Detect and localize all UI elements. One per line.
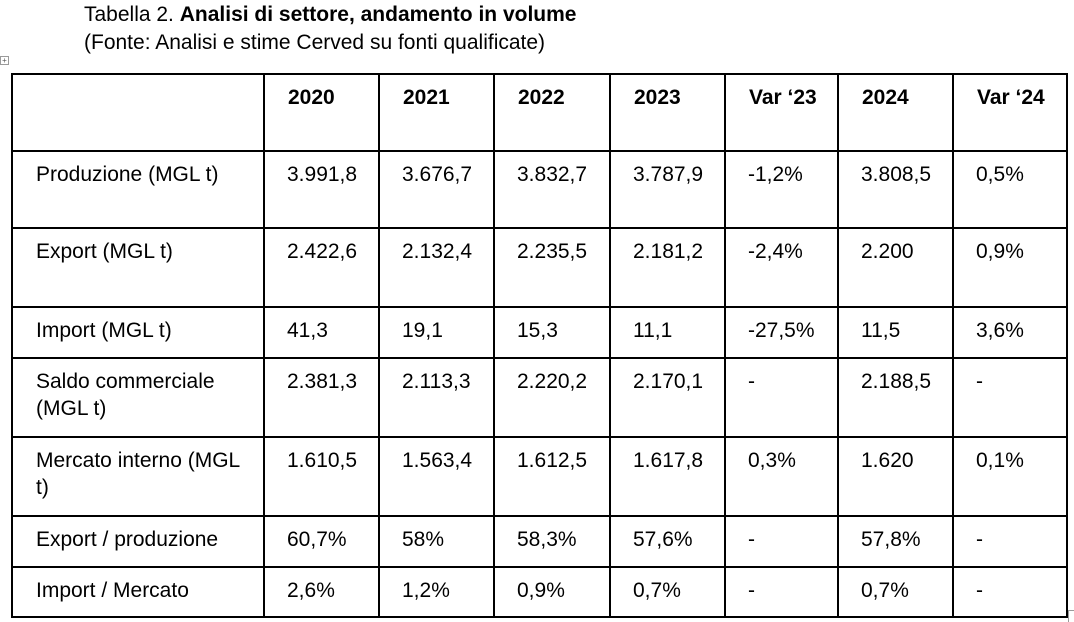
table-cell: 2.220,2	[493, 357, 611, 438]
table-cell: -1,2%	[724, 150, 839, 229]
table-move-handle-icon[interactable]: +	[0, 56, 9, 65]
table-cell: 11,5	[837, 306, 954, 359]
table-cell: -	[724, 566, 839, 618]
caption-prefix: Tabella 2.	[84, 3, 180, 26]
table-cell: 0,3%	[724, 436, 839, 517]
table-cell: 3.832,7	[493, 150, 611, 229]
row-label: Export / produzione	[11, 515, 265, 568]
page-corner-mark	[1068, 610, 1074, 622]
table-cell: -	[952, 515, 1068, 568]
table-cell: 0,7%	[609, 566, 726, 618]
header-cell: 2024	[837, 73, 954, 152]
table-row: Export / produzione 60,7% 58% 58,3% 57,6…	[11, 515, 1068, 568]
header-cell: Var ‘24	[952, 73, 1068, 152]
row-label: Import / Mercato	[11, 566, 265, 618]
table-cell: 60,7%	[263, 515, 380, 568]
caption-title-line: Tabella 2. Analisi di settore, andamento…	[84, 1, 576, 29]
table-cell: 2.381,3	[263, 357, 380, 438]
table-cell: 3,6%	[952, 306, 1068, 359]
header-cell: 2023	[609, 73, 726, 152]
table-cell: 2.113,3	[378, 357, 495, 438]
header-cell: Var ‘23	[724, 73, 839, 152]
table-cell: 1.612,5	[493, 436, 611, 517]
table-cell: 1,2%	[378, 566, 495, 618]
table-cell: 0,5%	[952, 150, 1068, 229]
table-cell: 19,1	[378, 306, 495, 359]
sector-analysis-table: 2020 2021 2022 2023 Var ‘23 2024 Var ‘24…	[11, 73, 1068, 618]
row-label: Saldo commerciale (MGL t)	[11, 357, 265, 438]
table-cell: 3.676,7	[378, 150, 495, 229]
table-cell: 2.188,5	[837, 357, 954, 438]
table-cell: 58,3%	[493, 515, 611, 568]
table-row: Import (MGL t) 41,3 19,1 15,3 11,1 -27,5…	[11, 306, 1068, 359]
table-cell: 0,9%	[493, 566, 611, 618]
table-cell: 2.181,2	[609, 227, 726, 308]
table-cell: 2.170,1	[609, 357, 726, 438]
table-cell: 41,3	[263, 306, 380, 359]
table-cell: 2.200	[837, 227, 954, 308]
caption-source: (Fonte: Analisi e stime Cerved su fonti …	[84, 31, 546, 54]
table-cell: 2.132,4	[378, 227, 495, 308]
table-cell: 15,3	[493, 306, 611, 359]
header-cell: 2021	[378, 73, 495, 152]
table-row: Import / Mercato 2,6% 1,2% 0,9% 0,7% - 0…	[11, 566, 1068, 618]
header-cell: 2022	[493, 73, 611, 152]
table-row: Mercato interno (MGL t) 1.610,5 1.563,4 …	[11, 436, 1068, 517]
row-label: Export (MGL t)	[11, 227, 265, 308]
table-cell: -	[952, 357, 1068, 438]
table-cell: 58%	[378, 515, 495, 568]
table-cell: 0,9%	[952, 227, 1068, 308]
table-cell: -	[724, 357, 839, 438]
table-cell: 11,1	[609, 306, 726, 359]
table-cell: 57,8%	[837, 515, 954, 568]
row-label: Import (MGL t)	[11, 306, 265, 359]
row-label: Mercato interno (MGL t)	[11, 436, 265, 517]
table-cell: 57,6%	[609, 515, 726, 568]
table-row: Saldo commerciale (MGL t) 2.381,3 2.113,…	[11, 357, 1068, 438]
table-cell: -	[952, 566, 1068, 618]
table-cell: 3.991,8	[263, 150, 380, 229]
row-label: Produzione (MGL t)	[11, 150, 265, 229]
table-cell: 3.808,5	[837, 150, 954, 229]
table-cell: 3.787,9	[609, 150, 726, 229]
table-row: Produzione (MGL t) 3.991,8 3.676,7 3.832…	[11, 150, 1068, 229]
header-cell	[11, 73, 265, 152]
table-cell: 0,1%	[952, 436, 1068, 517]
table-cell: -27,5%	[724, 306, 839, 359]
table-cell: 1.563,4	[378, 436, 495, 517]
table-caption: Tabella 2. Analisi di settore, andamento…	[84, 1, 576, 57]
table-cell: 2.235,5	[493, 227, 611, 308]
table-row: Export (MGL t) 2.422,6 2.132,4 2.235,5 2…	[11, 227, 1068, 308]
caption-title: Analisi di settore, andamento in volume	[179, 3, 577, 26]
table-cell: 2,6%	[263, 566, 380, 618]
table-cell: 1.610,5	[263, 436, 380, 517]
table-cell: -2,4%	[724, 227, 839, 308]
table-cell: 2.422,6	[263, 227, 380, 308]
table-cell: 0,7%	[837, 566, 954, 618]
table-header-row: 2020 2021 2022 2023 Var ‘23 2024 Var ‘24	[11, 73, 1068, 152]
table-cell: 1.620	[837, 436, 954, 517]
table-cell: 1.617,8	[609, 436, 726, 517]
header-cell: 2020	[263, 73, 380, 152]
table-cell: -	[724, 515, 839, 568]
